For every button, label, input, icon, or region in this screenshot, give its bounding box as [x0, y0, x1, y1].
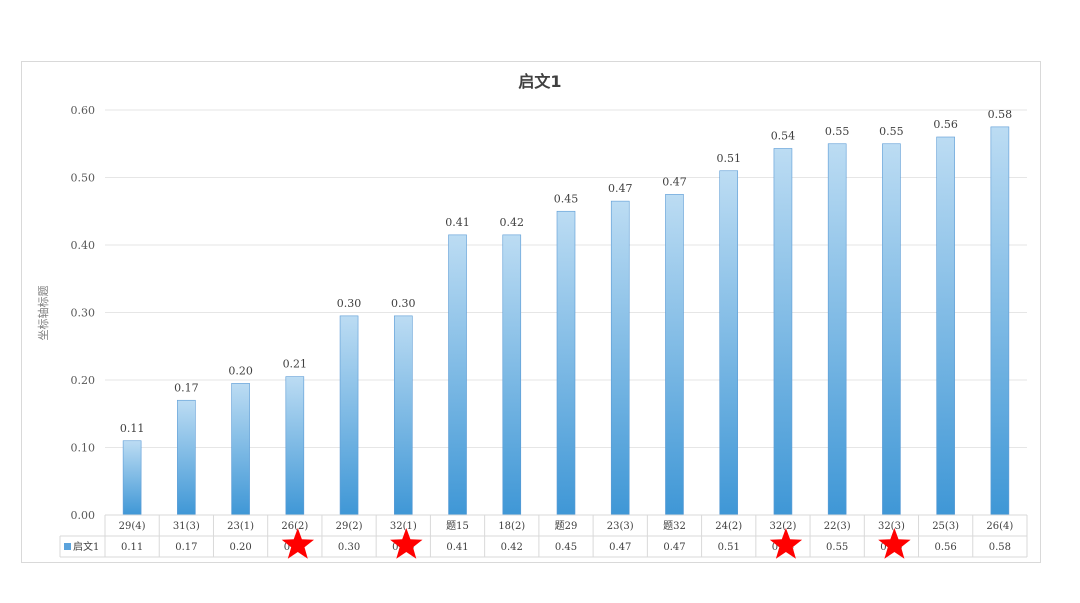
table-value: 0.30: [338, 542, 360, 553]
y-tick-label: 0.50: [71, 172, 96, 185]
bar: [502, 234, 522, 516]
y-tick-label: 0.20: [71, 374, 96, 387]
category-label: 31(3): [173, 521, 200, 532]
category-label: 18(2): [498, 521, 525, 532]
table-value: 0.58: [989, 542, 1011, 553]
category-label: 题15: [446, 520, 469, 532]
y-tick-label: 0.00: [71, 509, 96, 522]
table-value: 0.47: [609, 542, 631, 553]
table-value: 0.17: [175, 542, 197, 553]
bar: [936, 136, 955, 516]
category-label: 32(1): [390, 521, 417, 532]
data-label: 0.47: [662, 175, 687, 188]
data-label: 0.21: [283, 358, 308, 371]
y-axis-ticks: 0.00 0.10 0.20 0.30 0.40 0.50 0.60: [71, 104, 96, 522]
data-label: 0.41: [445, 216, 470, 229]
category-label: 26(4): [986, 521, 1013, 532]
bar: [285, 376, 305, 516]
legend-key: [64, 543, 71, 550]
data-label: 0.30: [391, 297, 416, 310]
data-label: 0.47: [608, 182, 633, 195]
category-label: 25(3): [932, 521, 959, 532]
category-label: 题32: [663, 520, 686, 532]
bar: [122, 440, 142, 516]
table-value: 0.56: [935, 542, 957, 553]
category-label: 22(3): [824, 521, 851, 532]
bar: [610, 200, 630, 516]
data-label: 0.55: [879, 125, 904, 138]
category-label: 题29: [555, 520, 578, 532]
table-value: 0.41: [446, 542, 468, 553]
data-label: 0.42: [500, 216, 525, 229]
category-label: 23(1): [227, 521, 254, 532]
bar: [556, 210, 576, 516]
data-label: 0.30: [337, 297, 362, 310]
bar: [177, 399, 196, 516]
y-tick-label: 0.40: [71, 239, 96, 252]
bar: [719, 170, 739, 516]
data-labels: 0.11 0.17 0.20 0.21 0.30 0.30 0.41 0.42 0.45 0.47…: [120, 108, 1012, 435]
star-annotations: [281, 528, 911, 559]
category-label: 29(2): [336, 521, 363, 532]
star-icon: [390, 528, 423, 559]
y-tick-label: 0.30: [71, 307, 96, 320]
table-value: 0.47: [663, 542, 685, 553]
star-icon: [878, 528, 911, 559]
star-icon: [281, 528, 314, 559]
table-value: 0.20: [229, 542, 251, 553]
category-label: 26(2): [281, 521, 308, 532]
bar: [448, 234, 467, 516]
bar: [773, 148, 793, 516]
bar: [393, 315, 413, 516]
star-icon: [769, 528, 803, 559]
bar: [665, 194, 684, 516]
bar: [339, 315, 359, 516]
data-label: 0.54: [771, 129, 796, 142]
data-label: 0.51: [716, 152, 741, 165]
category-label: 32(3): [878, 521, 905, 532]
data-label: 0.11: [120, 422, 145, 435]
category-label: 29(4): [119, 521, 146, 532]
bars: [122, 126, 1010, 516]
table-value: 0.55: [826, 542, 848, 553]
bar: [827, 143, 847, 516]
category-label: 24(2): [715, 521, 742, 532]
table-value: 0.51: [718, 542, 740, 553]
table-value: 0.42: [501, 542, 523, 553]
data-label: 0.56: [933, 118, 958, 131]
y-axis-title: 坐标轴标题: [36, 286, 50, 341]
legend-series-name: 启文1: [73, 540, 99, 553]
category-label: 23(3): [607, 521, 634, 532]
data-label: 0.58: [988, 108, 1013, 121]
bar: [882, 143, 901, 516]
y-tick-label: 0.60: [71, 104, 96, 117]
category-label: 32(2): [769, 521, 796, 532]
data-label: 0.17: [174, 381, 199, 394]
data-table: 29(4)0.1131(3)0.1723(1)0.2026(2)0.2129(2…: [59, 514, 1028, 558]
data-label: 0.20: [228, 364, 253, 377]
data-label: 0.55: [825, 125, 850, 138]
table-value: 0.45: [555, 542, 577, 553]
table-value: 0.11: [121, 542, 143, 553]
data-label: 0.45: [554, 192, 579, 205]
bar: [231, 383, 250, 516]
bar: [990, 126, 1010, 516]
y-tick-label: 0.10: [71, 442, 96, 455]
chart-title: 启文1: [518, 72, 562, 91]
